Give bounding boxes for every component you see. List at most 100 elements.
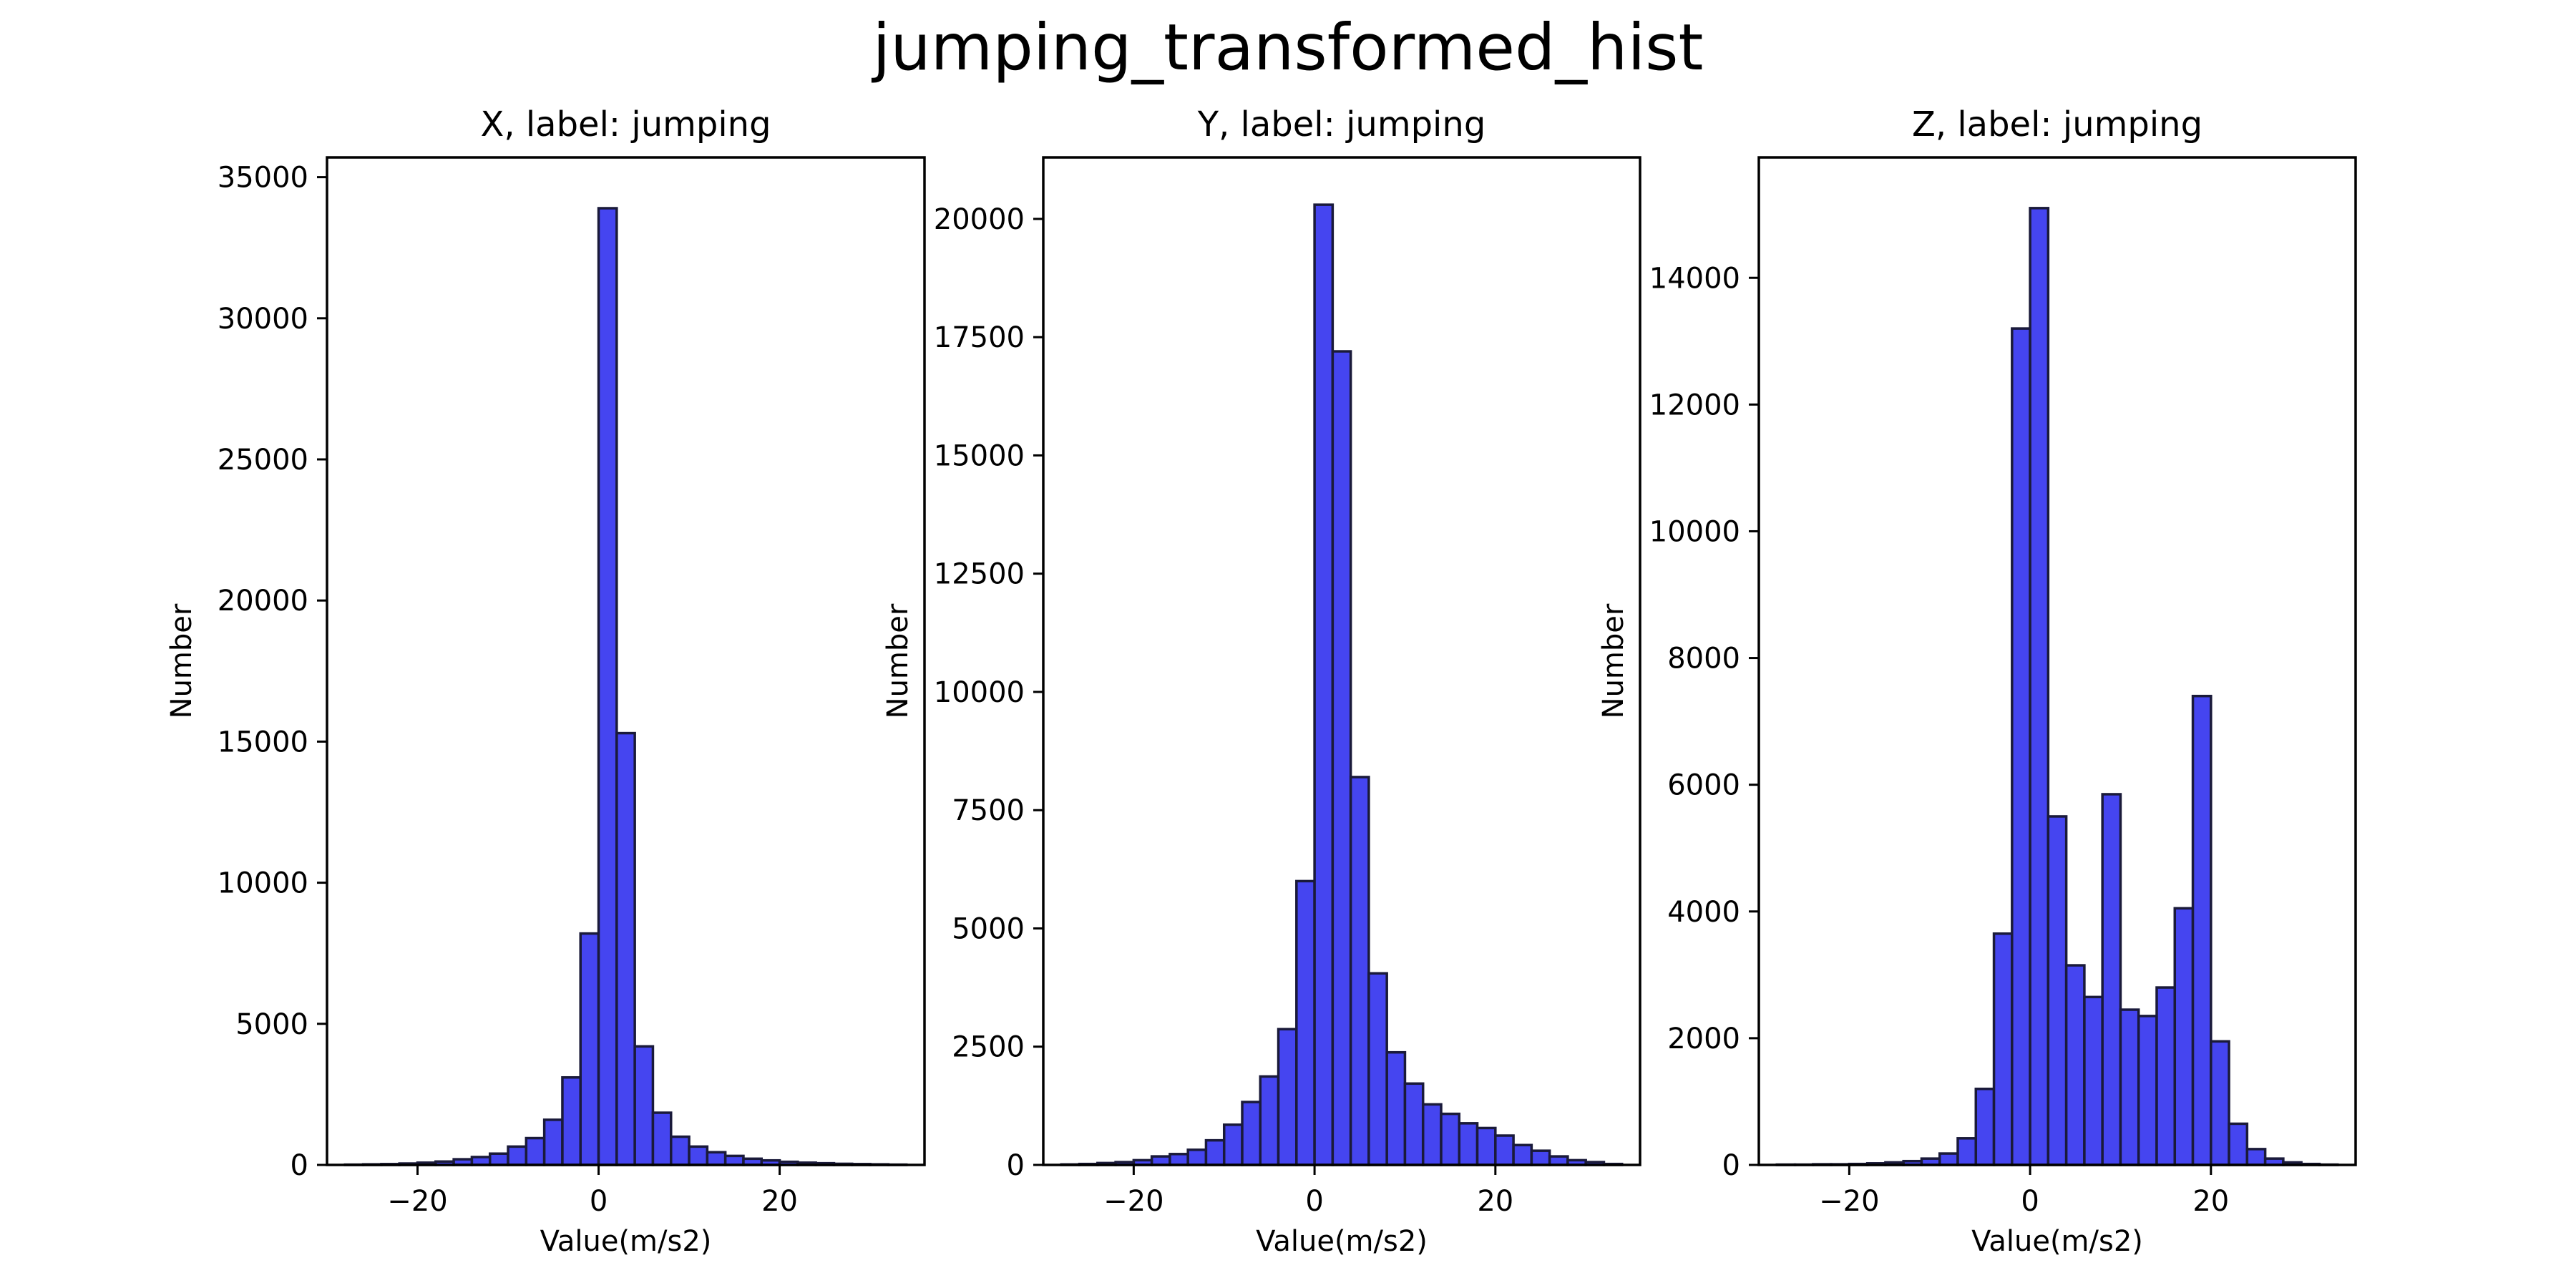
histogram-bar	[1295, 879, 1316, 1166]
x-tick-label: 0	[590, 1185, 608, 1218]
histogram-bar	[1530, 1149, 1551, 1166]
y-tick-label: 20000	[934, 203, 1025, 236]
histogram-bar	[706, 1151, 727, 1166]
histogram-bar	[1313, 203, 1335, 1166]
y-tick-label: 14000	[1649, 262, 1740, 295]
y-tick-label: 0	[1722, 1149, 1740, 1182]
y-tick-label: 5000	[952, 912, 1025, 945]
histogram-bar	[1475, 1126, 1497, 1166]
histogram-bar	[2191, 694, 2212, 1166]
panel-title: X, label: jumping	[480, 104, 771, 145]
y-tick-label: 15000	[218, 726, 308, 758]
histogram-bar	[1974, 1087, 1996, 1166]
histogram-bar	[1150, 1155, 1171, 1166]
histogram-bar	[1512, 1143, 1533, 1166]
histogram-bar	[1241, 1101, 1262, 1166]
plot-frame	[326, 156, 926, 1166]
histogram-bar	[651, 1111, 673, 1166]
y-tick-label: 35000	[218, 162, 308, 195]
histogram-bar	[1458, 1122, 1479, 1166]
y-tick-label: 0	[1007, 1149, 1025, 1182]
histogram-bar	[2083, 995, 2104, 1166]
y-axis-label: Number	[882, 603, 914, 718]
y-tick-label: 2500	[952, 1031, 1025, 1064]
y-tick-label: 12000	[1649, 389, 1740, 421]
x-tick-label: 20	[2192, 1185, 2229, 1218]
y-tick-label: 10000	[934, 676, 1025, 709]
y-tick-label: 25000	[218, 444, 308, 477]
y-tick-label: 4000	[1667, 896, 1740, 929]
figure-title: jumping_transformed_hist	[872, 10, 1704, 84]
histogram-bar	[1494, 1134, 1515, 1166]
histogram-bar	[1938, 1152, 1959, 1166]
y-axis-label: Number	[165, 603, 198, 718]
x-tick-label: 20	[1477, 1185, 1513, 1218]
histogram-bar	[1403, 1082, 1425, 1166]
histogram-bar	[2228, 1122, 2249, 1166]
x-tick-label: 0	[2021, 1185, 2039, 1218]
histogram-bar	[2173, 907, 2195, 1166]
x-tick-label: 0	[1305, 1185, 1323, 1218]
histogram-bar	[525, 1136, 546, 1166]
histogram-bar	[1349, 776, 1370, 1166]
y-tick-label: 10000	[218, 867, 308, 900]
histogram-bar	[670, 1135, 691, 1166]
histogram-bar	[2046, 815, 2068, 1166]
plot-frame	[1042, 156, 1641, 1166]
y-tick-label: 10000	[1649, 515, 1740, 548]
histogram-bar	[488, 1152, 509, 1166]
histogram-bar	[579, 932, 600, 1166]
histogram-bar	[1548, 1155, 1569, 1166]
y-tick-label: 15000	[934, 439, 1025, 472]
histogram-bar	[2064, 964, 2086, 1166]
x-axis-label: Value(m/s2)	[1256, 1225, 1428, 1258]
histogram-bar	[1440, 1112, 1461, 1166]
y-tick-label: 6000	[1667, 769, 1740, 802]
histogram-bar	[1186, 1148, 1208, 1166]
panel-title: Y, label: jumping	[1197, 104, 1486, 145]
histogram-bar	[615, 731, 636, 1166]
y-axis-label: Number	[1597, 603, 1630, 718]
histogram-bar	[2119, 1008, 2140, 1166]
histogram-bar	[542, 1118, 564, 1166]
y-tick-label: 2000	[1667, 1023, 1740, 1055]
y-tick-label: 30000	[218, 303, 308, 336]
histogram-bar	[1385, 1050, 1407, 1166]
y-tick-label: 12500	[934, 558, 1025, 591]
histogram-bar	[2210, 1040, 2230, 1166]
histogram-bar	[1421, 1103, 1443, 1166]
histogram-bar	[1169, 1153, 1189, 1166]
histogram-bar	[723, 1154, 745, 1166]
histogram-bar	[1367, 972, 1388, 1166]
histogram-bar	[1992, 932, 2014, 1166]
x-tick-label: 20	[761, 1185, 798, 1218]
x-axis-label: Value(m/s2)	[540, 1225, 712, 1258]
x-axis-label: Value(m/s2)	[1971, 1225, 2143, 1258]
y-tick-label: 20000	[218, 585, 308, 618]
y-tick-label: 8000	[1667, 643, 1740, 675]
histogram-bar	[2155, 986, 2177, 1166]
y-tick-label: 7500	[952, 794, 1025, 827]
histogram-bar	[1204, 1138, 1226, 1166]
histogram-bar	[688, 1145, 709, 1166]
histogram-bar	[597, 207, 618, 1166]
histogram-bar	[1259, 1075, 1280, 1166]
histogram-bar	[633, 1045, 655, 1166]
y-tick-label: 17500	[934, 321, 1025, 354]
histogram-bar	[1277, 1028, 1298, 1166]
histogram-bar	[1956, 1137, 1978, 1166]
y-tick-label: 5000	[235, 1008, 308, 1041]
x-tick-label: −20	[387, 1185, 447, 1218]
y-tick-label: 0	[291, 1149, 308, 1182]
histogram-bar	[2029, 207, 2050, 1166]
plot-frame	[1757, 156, 2357, 1166]
panel-title: Z, label: jumping	[1912, 104, 2202, 145]
x-tick-label: −20	[1819, 1185, 1879, 1218]
histogram-bar	[561, 1075, 582, 1166]
histogram-bar	[2137, 1015, 2158, 1166]
histogram-bar	[1222, 1123, 1244, 1166]
histogram-bar	[507, 1145, 528, 1166]
histogram-bar	[2011, 327, 2031, 1166]
